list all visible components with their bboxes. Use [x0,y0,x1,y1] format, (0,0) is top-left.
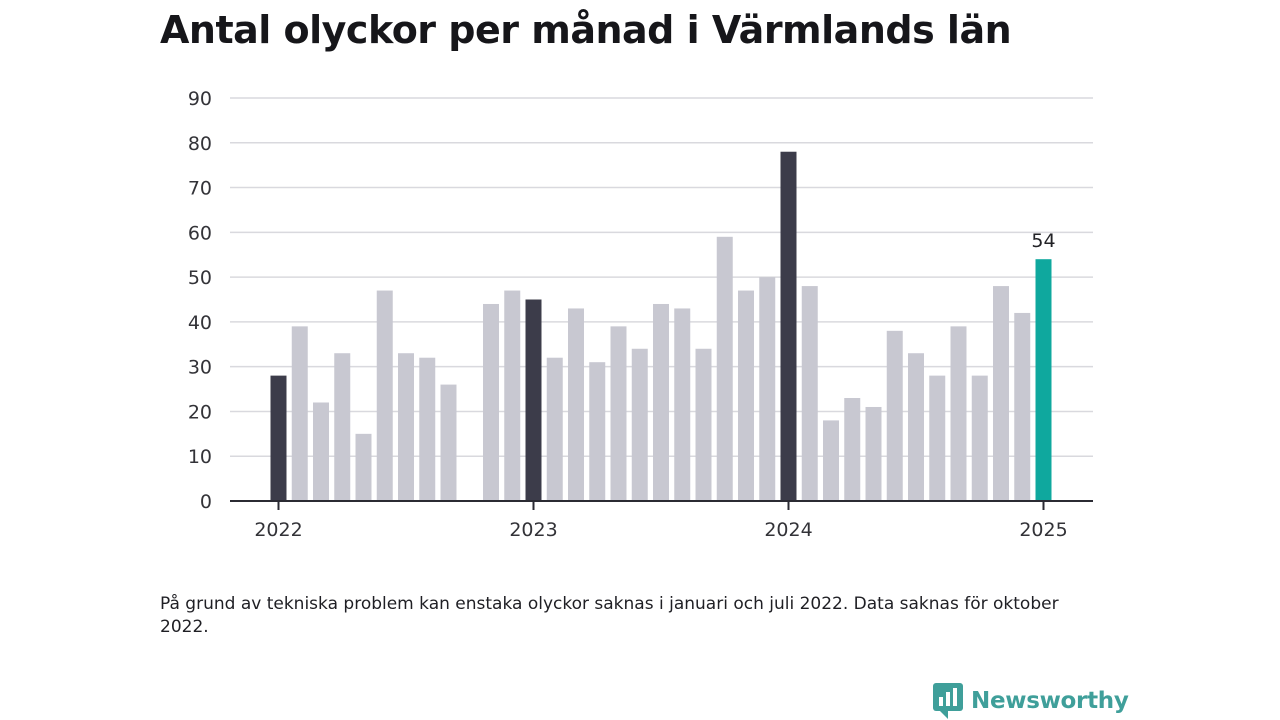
bar-2022-07 [398,353,414,501]
y-tick-label: 10 [188,446,212,468]
y-tick-label: 40 [188,312,212,334]
bar-2024-11 [993,286,1009,501]
y-tick-label: 90 [188,88,212,110]
bar-2022-05 [355,433,372,501]
bar-2022-01 [270,375,287,501]
bar-2023-01 [525,299,542,501]
bar-2023-12 [759,277,776,501]
bar-2024-10 [971,375,988,501]
bar-2024-01 [780,151,797,501]
bar-2023-06 [631,348,648,501]
bar-2024-08 [929,375,946,501]
bar-2022-11 [483,303,499,501]
bar-2024-07 [908,353,924,501]
x-tick-label: 2024 [764,519,812,541]
bar-2022-04 [334,353,351,501]
bar-2022-09 [440,384,457,501]
bar-2022-06 [376,290,393,501]
y-tick-label: 50 [188,267,212,289]
bar-2023-02 [546,357,563,501]
newsworthy-logo-icon [933,683,963,719]
y-tick-label: 60 [188,222,212,244]
bar-2022-08 [419,357,436,501]
x-tick-label: 2023 [509,519,557,541]
chart-title: Antal olyckor per månad i Värmlands län [160,8,1012,52]
bar-2023-07 [653,303,669,501]
bar-2024-05 [865,406,882,501]
brand-name: Newsworthy [971,688,1129,714]
bar-chart: 0 10 20 30 40 50 60 70 80 90 2022 2023 2024 2025 54 [188,88,1093,541]
bar-2024-03 [823,420,839,501]
y-tick-label: 30 [188,357,212,379]
bar-2024-06 [886,330,903,501]
x-tick-label: 2022 [254,519,302,541]
bar-2023-08 [674,308,691,501]
bar-2023-04 [589,362,606,501]
x-tick-label: 2025 [1019,519,1067,541]
bar-2024-04 [844,398,861,501]
brand-logo: Newsworthy [933,683,1129,719]
bar-2023-03 [568,308,584,501]
bar-2022-02 [291,326,308,501]
y-tick-label: 20 [188,401,212,423]
y-tick-label: 80 [188,133,212,155]
data-label-latest: 54 [1031,230,1055,252]
footnote: På grund av tekniska problem kan enstaka… [160,594,1059,637]
bar-2024-02 [801,286,818,501]
bar-2024-09 [950,326,967,501]
bar-2023-10 [716,236,733,502]
bar-2023-05 [610,326,627,501]
bar-2025-01 [1035,259,1052,501]
bar-2023-11 [738,290,754,501]
y-tick-label: 0 [200,491,212,513]
bar-2023-09 [695,348,712,501]
bar-2022-03 [313,402,329,501]
bar-2024-12 [1014,312,1031,501]
bar-2022-12 [504,290,521,501]
y-tick-label: 70 [188,178,212,200]
